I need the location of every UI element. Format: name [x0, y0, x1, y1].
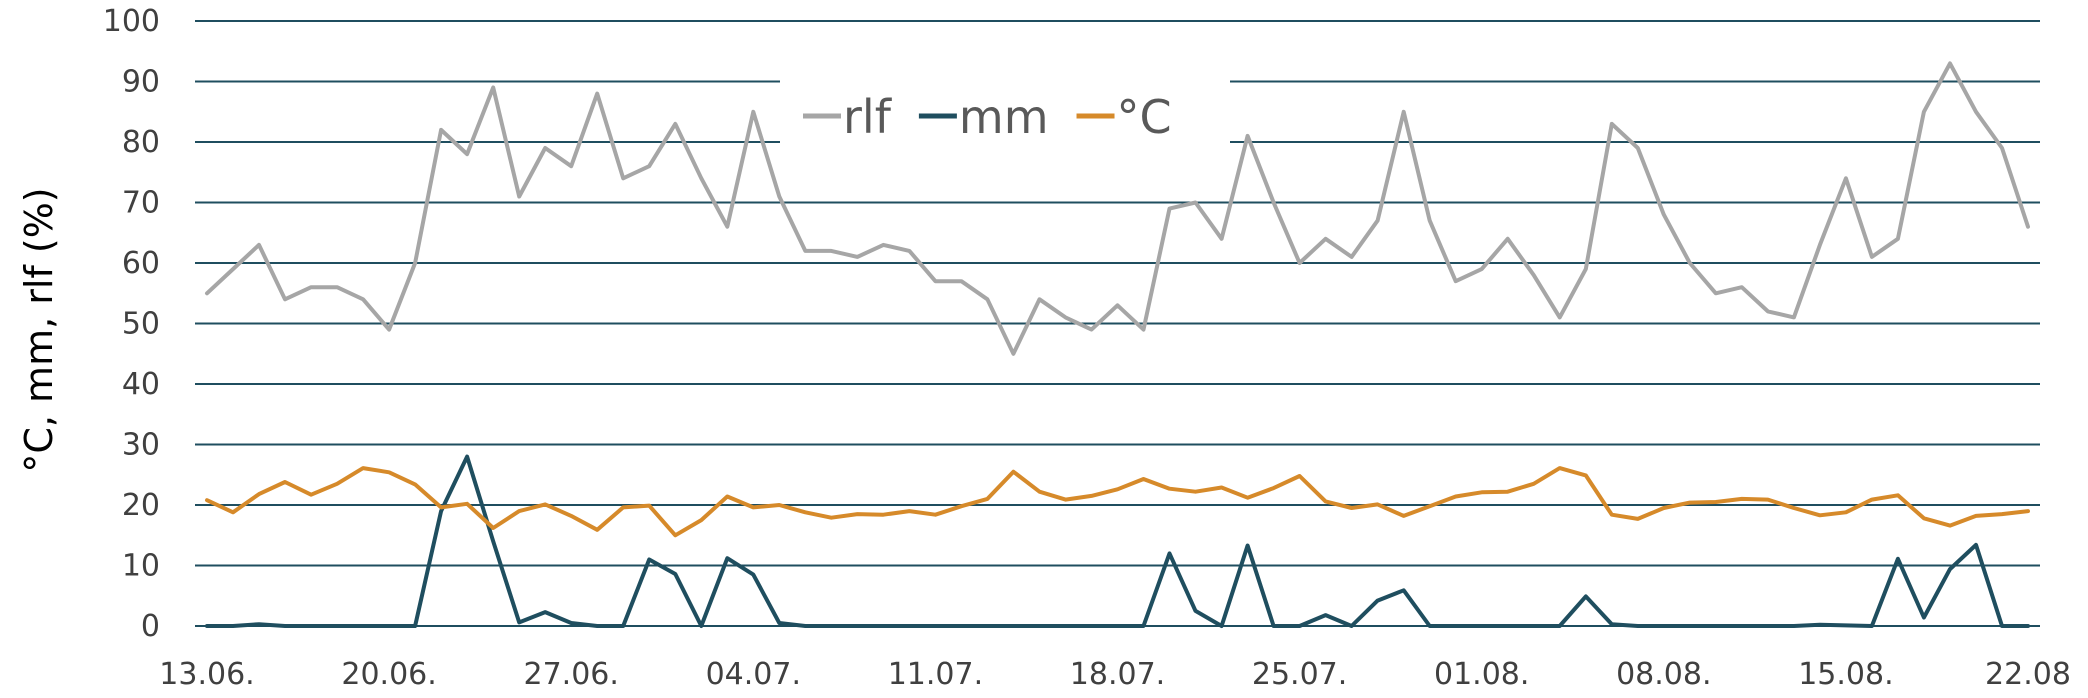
y-tick-label: 10 [122, 549, 160, 584]
legend-label-rlf: rlf [843, 90, 893, 144]
legend-label-°C: °C [1117, 90, 1172, 144]
y-tick-label: 70 [122, 186, 160, 221]
x-tick-label: 01.08. [1434, 657, 1529, 692]
series-line-mm [205, 454, 2030, 628]
x-tick-label: 04.07. [706, 657, 801, 692]
x-tick-label: 20.06. [341, 657, 436, 692]
x-tick-label: 08.08. [1616, 657, 1711, 692]
x-tick-label: 22.08 [1985, 657, 2071, 692]
x-tick-label: 13.06. [159, 657, 254, 692]
y-axis-label: °C, mm, rlf (%) [17, 187, 61, 472]
x-tick-label: 27.06. [523, 657, 618, 692]
y-tick-label: 90 [122, 65, 160, 100]
y-tick-label: 60 [122, 246, 160, 281]
y-tick-label: 100 [103, 4, 160, 39]
legend: rlf mm °C [803, 90, 1172, 144]
series-lines [205, 61, 2030, 628]
x-tick-label: 18.07. [1070, 657, 1165, 692]
y-tick-label: 40 [122, 367, 160, 402]
series-line-°C [205, 466, 2030, 538]
y-tick-label: 30 [122, 428, 160, 463]
y-tick-label: 50 [122, 307, 160, 342]
x-axis-ticks: 13.06. 20.06. 27.06. 04.07. 11.07. 18.07. 25.0… [159, 657, 2071, 692]
x-tick-label: 15.08. [1798, 657, 1893, 692]
legend-label-mm: mm [959, 90, 1049, 144]
y-axis-ticks: 0 10 20 30 40 50 60 70 80 90 100 [103, 4, 160, 644]
series-line-rlf [205, 61, 2030, 356]
y-tick-label: 20 [122, 488, 160, 523]
x-tick-label: 11.07. [888, 657, 983, 692]
x-tick-label: 25.07. [1252, 657, 1347, 692]
y-tick-label: 80 [122, 125, 160, 160]
y-tick-label: 0 [141, 609, 160, 644]
